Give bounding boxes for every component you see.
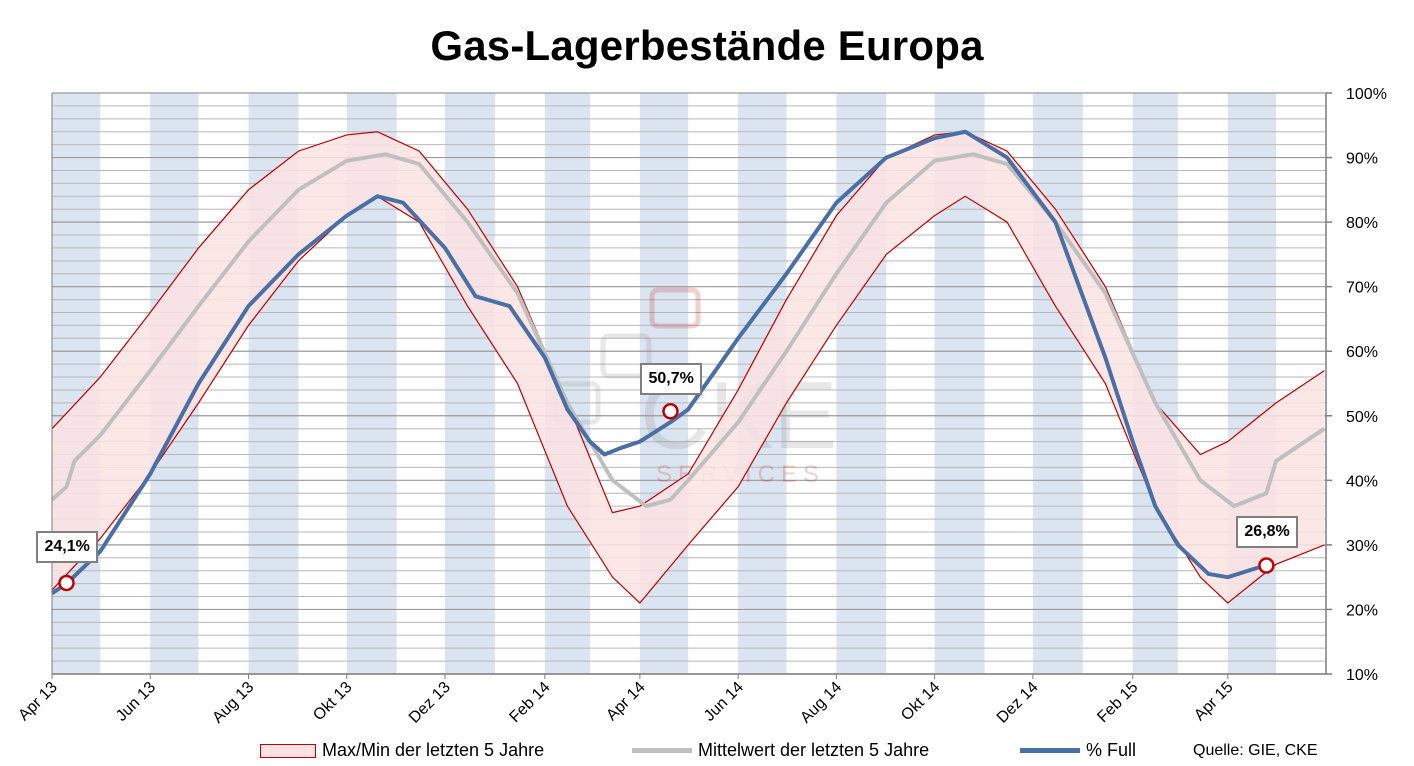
annotation-markers bbox=[58, 403, 1275, 592]
legend-item-mean: Mittelwert der letzten 5 Jahre bbox=[632, 740, 929, 761]
y-tick-label: 90% bbox=[1346, 151, 1378, 168]
y-tick-label: 100% bbox=[1346, 86, 1387, 103]
legend-full-label: % Full bbox=[1086, 740, 1137, 760]
legend-mean-swatch bbox=[632, 748, 692, 753]
y-tick-label: 30% bbox=[1346, 538, 1378, 555]
x-tick-label: Jun 13 bbox=[113, 679, 159, 725]
x-tick-label: Okt 13 bbox=[310, 679, 355, 724]
y-tick-label: 70% bbox=[1346, 280, 1378, 297]
annotation-label-apr14: 50,7% bbox=[640, 363, 702, 396]
axes bbox=[51, 92, 1332, 675]
x-tick-label: Okt 14 bbox=[898, 679, 943, 724]
legend-band-swatch bbox=[260, 743, 316, 758]
month-stripe bbox=[444, 93, 495, 674]
gridlines bbox=[52, 92, 1326, 675]
legend-band-label: Max/Min der letzten 5 Jahre bbox=[322, 740, 545, 760]
annotation-marker bbox=[662, 403, 679, 420]
y-tick-labels: 10% 20% 30% 40% 50% 60% 70% 80% 90% 100% bbox=[1346, 86, 1387, 684]
y-tick-label: 20% bbox=[1346, 602, 1378, 619]
annotation-marker bbox=[1258, 557, 1275, 574]
y-tick-label: 10% bbox=[1346, 667, 1378, 684]
source-note: Quelle: GIE, CKE bbox=[1193, 742, 1318, 759]
legend-item-full: % Full bbox=[1020, 740, 1136, 761]
legend-mean-label: Mittelwert der letzten 5 Jahre bbox=[698, 740, 930, 760]
full-line bbox=[50, 129, 1259, 595]
x-tick-label: Dez 14 bbox=[994, 679, 1042, 727]
y-tick-label: 50% bbox=[1346, 409, 1378, 426]
chart-title: Gas-Lagerbestände Europa bbox=[430, 22, 984, 69]
x-tick-label: Dez 13 bbox=[406, 679, 454, 727]
x-tick-labels: Apr 13 Jun 13 Aug 13 Okt 13 Dez 13 Feb 14 Apr … bbox=[15, 674, 1237, 727]
annotation-marker bbox=[58, 574, 75, 592]
x-tick-label: Aug 13 bbox=[209, 679, 257, 727]
watermark-square-2 bbox=[600, 333, 652, 379]
y-tick-label: 80% bbox=[1346, 215, 1378, 232]
legend-item-band: Max/Min der letzten 5 Jahre bbox=[260, 740, 544, 761]
series-lines bbox=[50, 129, 1326, 595]
y-tick-label: 60% bbox=[1346, 344, 1378, 361]
y-tick-label: 40% bbox=[1346, 473, 1378, 490]
x-tick-label: Jun 14 bbox=[701, 679, 747, 725]
band-area bbox=[52, 131, 1325, 603]
x-tick-label: Apr 13 bbox=[15, 679, 60, 724]
band-min-line bbox=[51, 195, 1325, 604]
watermark-square-1 bbox=[649, 287, 701, 329]
x-tick-label: Feb 15 bbox=[1094, 679, 1141, 726]
x-tick-label: Aug 14 bbox=[797, 679, 845, 727]
mean-line bbox=[50, 152, 1326, 509]
x-tick-label: Feb 14 bbox=[506, 679, 553, 726]
legend-full-swatch bbox=[1020, 748, 1080, 753]
month-stripe bbox=[1032, 93, 1083, 674]
x-tick-label: Apr 15 bbox=[1191, 679, 1236, 724]
annotation-label-apr15: 26,8% bbox=[1236, 515, 1298, 548]
x-tick-label: Apr 14 bbox=[603, 679, 648, 724]
annotation-label-apr13: 24,1% bbox=[36, 530, 98, 563]
